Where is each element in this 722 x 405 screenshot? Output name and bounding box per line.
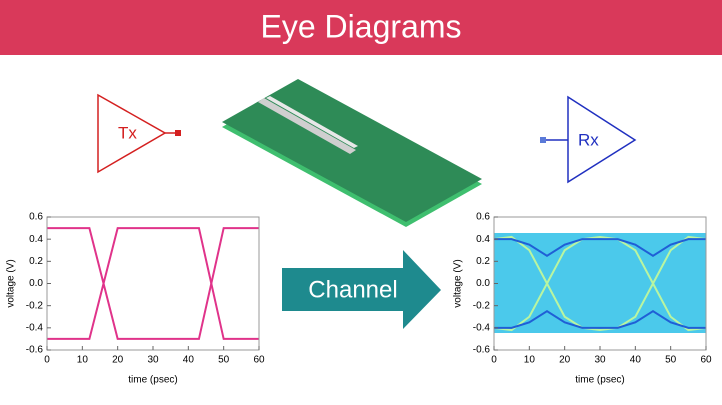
y-tick-label: -0.2: [26, 300, 44, 311]
x-tick-label: 10: [77, 355, 89, 366]
y-tick-label: 0.0: [29, 278, 43, 289]
rx-label: Rx: [578, 130, 599, 149]
y-tick-label: -0.6: [473, 345, 491, 356]
y-axis-label: voltage (V): [6, 259, 17, 307]
channel-label: Channel: [308, 276, 397, 303]
tx-label: Tx: [118, 123, 137, 142]
y-axis-label: voltage (V): [453, 259, 464, 307]
y-tick-label: 0.6: [476, 212, 490, 223]
x-tick-label: 20: [112, 355, 124, 366]
x-axis-label: time (psec): [575, 375, 624, 386]
x-axis-label: time (psec): [128, 375, 177, 386]
eye-trace: [47, 227, 259, 340]
y-tick-label: 0.6: [29, 212, 43, 223]
plot-frame: [46, 216, 260, 351]
channel-arrow: [282, 250, 441, 329]
y-tick-label: -0.6: [26, 345, 44, 356]
x-tick-label: 30: [147, 355, 159, 366]
rx-pin: [540, 137, 546, 143]
y-tick-label: -0.4: [473, 322, 491, 333]
pcb: [222, 79, 482, 227]
x-tick-label: 40: [630, 355, 642, 366]
eye-trace: [493, 235, 707, 332]
eye-trace: [47, 227, 259, 340]
y-tick-label: 0.4: [476, 234, 490, 245]
x-tick-label: 50: [218, 355, 230, 366]
x-tick-label: 10: [524, 355, 536, 366]
tx-pin: [175, 130, 181, 136]
y-tick-label: 0.0: [476, 278, 490, 289]
x-tick-label: 30: [594, 355, 606, 366]
y-tick-label: -0.4: [26, 322, 44, 333]
x-tick-label: 50: [665, 355, 677, 366]
x-tick-label: 60: [253, 355, 265, 366]
eye-trace: [494, 310, 706, 329]
x-tick-label: 20: [559, 355, 571, 366]
y-tick-label: 0.2: [476, 256, 490, 267]
x-tick-label: 40: [183, 355, 195, 366]
tx-buffer: [97, 93, 167, 174]
eye-trace: [493, 235, 707, 332]
y-tick-label: -0.2: [473, 300, 491, 311]
x-tick-label: 0: [44, 355, 50, 366]
y-tick-label: 0.2: [29, 256, 43, 267]
x-tick-label: 60: [700, 355, 712, 366]
eye-trace: [494, 238, 706, 257]
title-banner: [0, 0, 722, 55]
y-tick-label: 0.4: [29, 234, 43, 245]
x-tick-label: 0: [491, 355, 497, 366]
slide-title: Eye Diagrams: [261, 8, 462, 44]
